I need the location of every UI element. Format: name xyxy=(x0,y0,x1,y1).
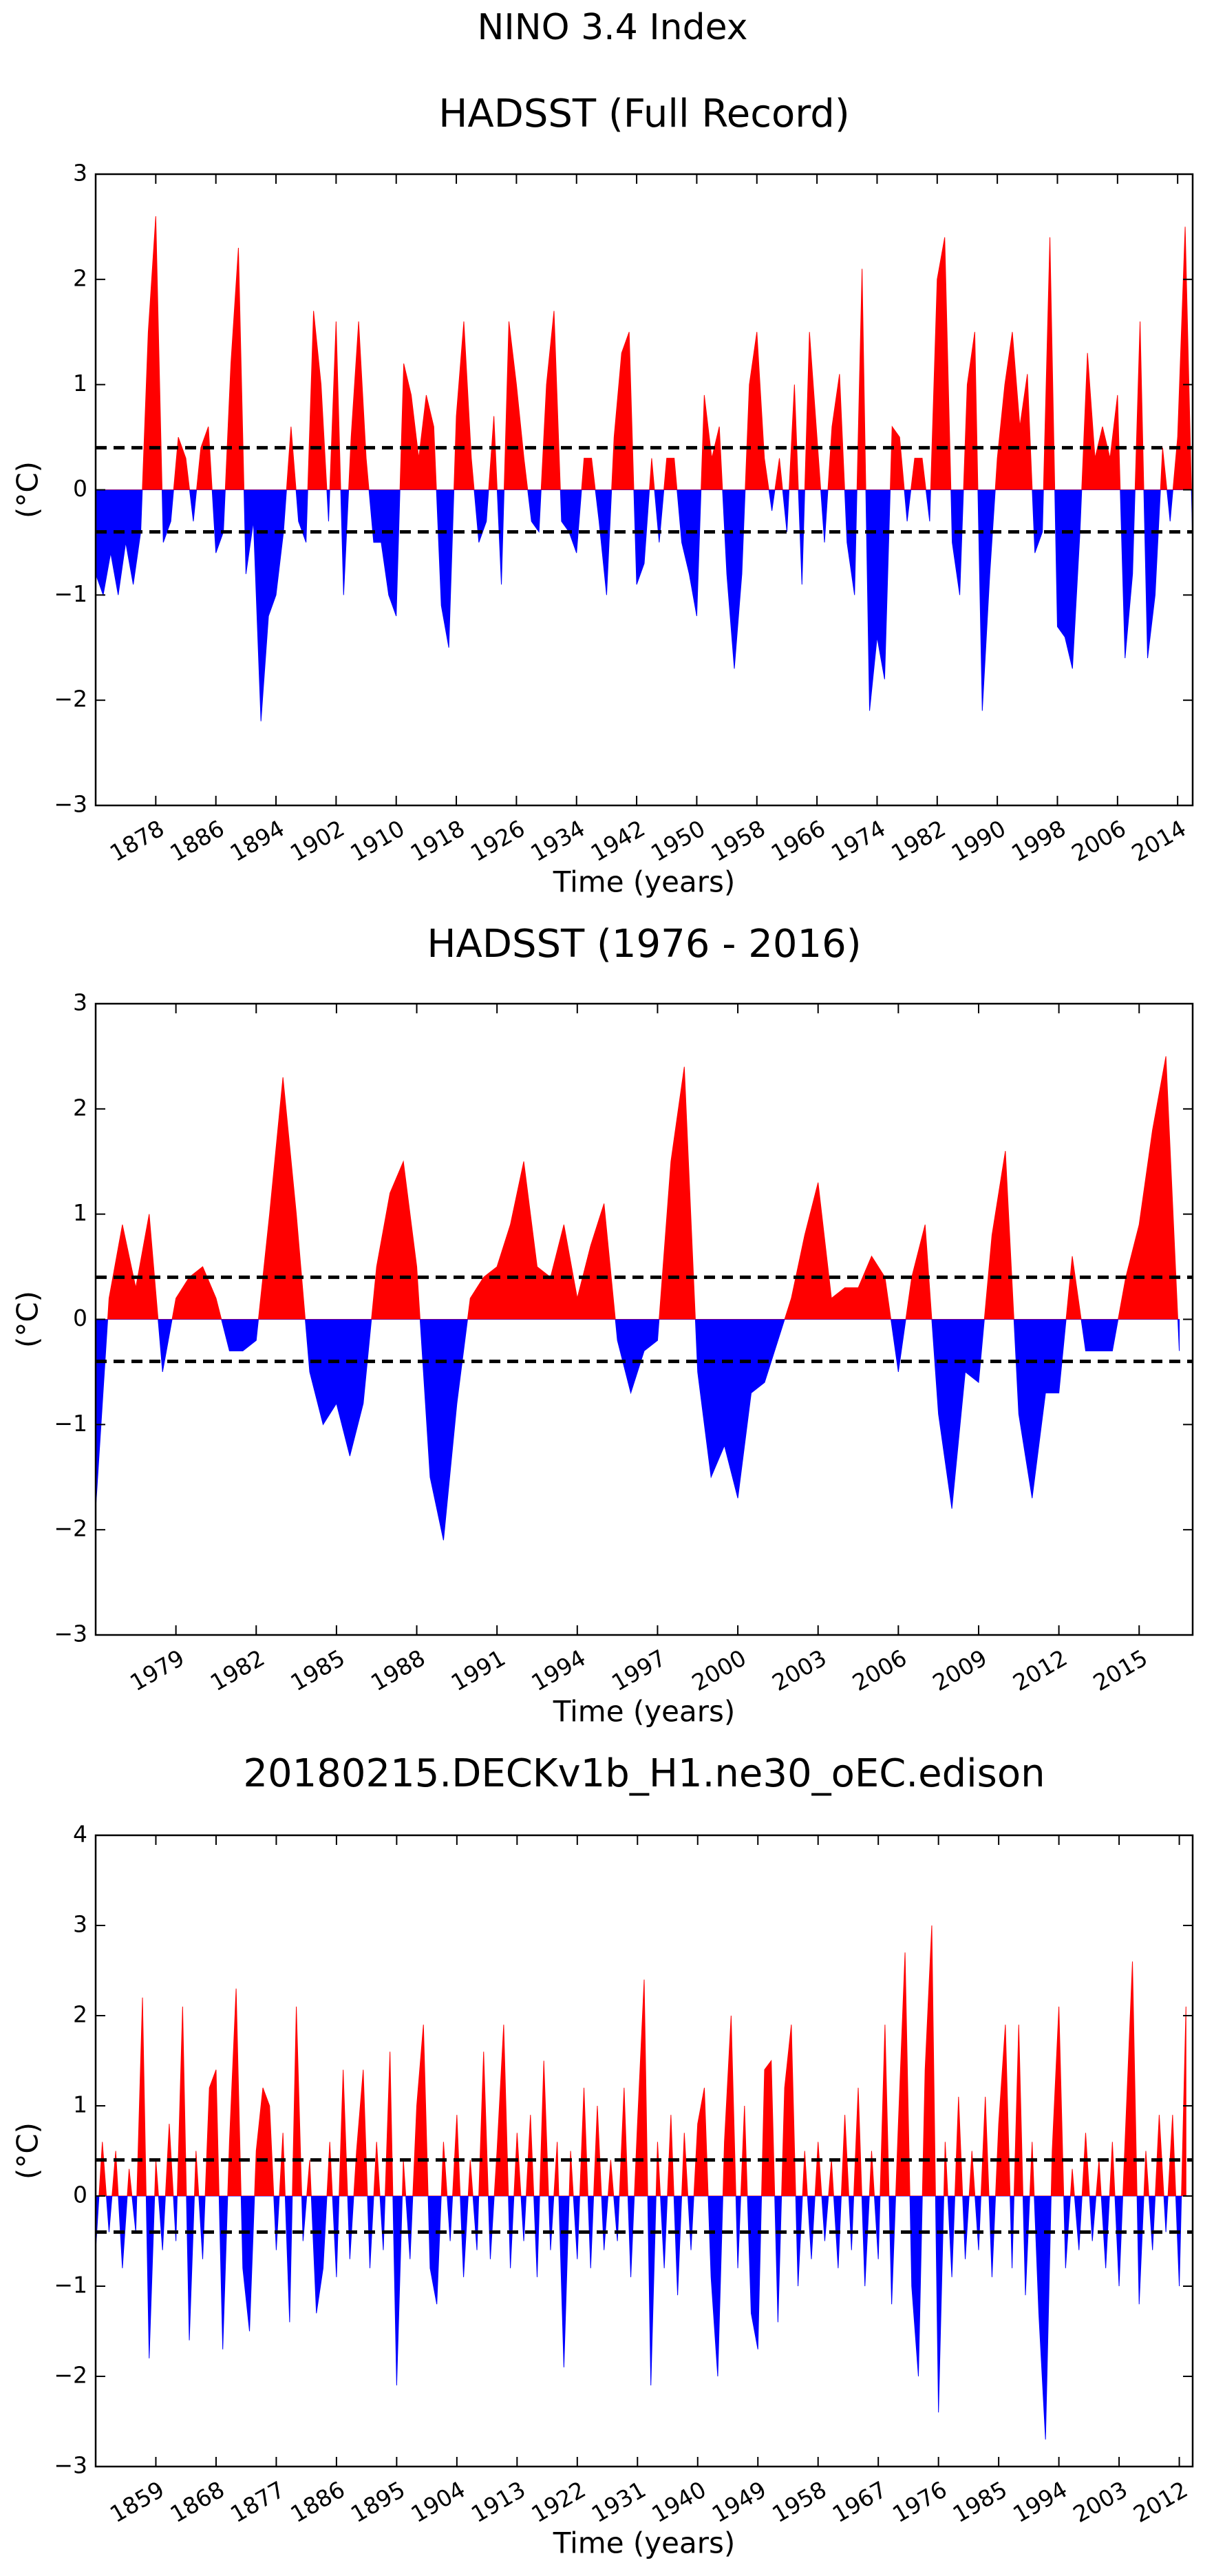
y-axis-label: (°C) xyxy=(11,1291,45,1348)
y-tick-label: 3 xyxy=(73,160,87,187)
x-tick-label: 2000 xyxy=(688,1644,751,1696)
x-tick-label: 1910 xyxy=(345,814,409,867)
y-tick-label: 0 xyxy=(73,1305,87,1331)
x-tick-label: 1931 xyxy=(587,2475,650,2528)
positive-area xyxy=(96,216,1193,490)
y-tick-label: −1 xyxy=(54,2272,87,2299)
positive-area xyxy=(96,1056,1180,1320)
x-tick-label: 1958 xyxy=(706,814,769,867)
x-tick-label: 1982 xyxy=(206,1644,269,1696)
x-tick-label: 1976 xyxy=(888,2475,951,2528)
x-tick-label: 1950 xyxy=(646,814,710,867)
y-axis-label: (°C) xyxy=(11,2122,45,2179)
y-tick-label: −3 xyxy=(54,2452,87,2479)
negative-area xyxy=(96,489,1193,721)
x-tick-label: 1918 xyxy=(406,814,469,867)
y-tick-label: −3 xyxy=(54,791,87,818)
x-tick-label: 1979 xyxy=(125,1644,189,1696)
panel-title: HADSST (1976 - 2016) xyxy=(427,922,861,967)
x-tick-label: 1894 xyxy=(226,814,289,867)
y-tick-label: −2 xyxy=(54,1515,87,1542)
x-tick-label: 1934 xyxy=(526,814,589,867)
x-tick-label: 1886 xyxy=(286,2475,349,2528)
plot-frame xyxy=(94,1834,1194,2468)
y-axis-label: (°C) xyxy=(11,461,45,518)
y-tick-label: −1 xyxy=(54,1410,87,1437)
x-tick-label: 1985 xyxy=(948,2475,1012,2528)
x-tick-label: 1859 xyxy=(105,2475,169,2528)
x-tick-label: 1877 xyxy=(226,2475,289,2528)
y-tick-label: 0 xyxy=(73,475,87,502)
x-tick-label: 2014 xyxy=(1127,814,1191,867)
panel-title: HADSST (Full Record) xyxy=(438,92,849,136)
x-tick-label: 1868 xyxy=(165,2475,228,2528)
y-tick-label: 3 xyxy=(73,1911,87,1938)
y-tick-label: 1 xyxy=(73,1199,87,1226)
y-tick-label: 1 xyxy=(73,2091,87,2118)
x-tick-label: 1958 xyxy=(767,2475,831,2528)
x-tick-label: 1922 xyxy=(526,2475,590,2528)
x-tick-label: 1988 xyxy=(366,1644,429,1696)
x-tick-label: 1913 xyxy=(467,2475,530,2528)
x-tick-label: 1990 xyxy=(947,814,1010,867)
x-tick-label: 2006 xyxy=(848,1644,911,1696)
x-tick-label: 2015 xyxy=(1089,1644,1152,1696)
y-tick-label: 4 xyxy=(73,1821,87,1848)
x-tick-label: 1895 xyxy=(346,2475,409,2528)
x-axis-label: Time (years) xyxy=(553,2526,736,2560)
x-tick-label: 1926 xyxy=(466,814,529,867)
figure-title: NINO 3.4 Index xyxy=(478,7,748,48)
x-tick-label: 2012 xyxy=(1129,2475,1192,2528)
x-tick-label: 1878 xyxy=(105,814,169,867)
x-axis-label: Time (years) xyxy=(553,1695,736,1729)
x-tick-label: 2003 xyxy=(767,1644,831,1696)
x-tick-label: 1991 xyxy=(447,1644,510,1696)
y-tick-label: −1 xyxy=(54,580,87,607)
x-tick-label: 1994 xyxy=(526,1644,590,1696)
x-tick-label: 1966 xyxy=(767,814,830,867)
x-tick-label: 2006 xyxy=(1067,814,1130,867)
y-tick-label: 2 xyxy=(73,2001,87,2028)
negative-area xyxy=(96,2196,1186,2440)
x-tick-label: 1949 xyxy=(707,2475,771,2528)
x-tick-label: 1942 xyxy=(586,814,650,867)
x-tick-label: 1982 xyxy=(886,814,950,867)
y-tick-label: 0 xyxy=(73,2182,87,2208)
x-tick-label: 1886 xyxy=(165,814,228,867)
x-tick-label: 1994 xyxy=(1008,2475,1072,2528)
y-tick-label: 2 xyxy=(73,1094,87,1121)
y-tick-label: 1 xyxy=(73,370,87,397)
panel-title: 20180215.DECKv1b_H1.ne30_oEC.edison xyxy=(243,1751,1045,1796)
y-tick-label: −2 xyxy=(54,2362,87,2389)
x-tick-label: 1997 xyxy=(607,1644,670,1696)
x-tick-label: 1974 xyxy=(827,814,890,867)
x-tick-label: 1967 xyxy=(828,2475,891,2528)
x-tick-label: 1998 xyxy=(1007,814,1070,867)
negative-area xyxy=(96,1319,1180,1541)
y-tick-label: −2 xyxy=(54,686,87,712)
x-tick-label: 2009 xyxy=(928,1644,991,1696)
positive-area xyxy=(96,1925,1186,2196)
x-tick-label: 2012 xyxy=(1008,1644,1072,1696)
x-tick-label: 1985 xyxy=(286,1644,349,1696)
x-tick-label: 1902 xyxy=(286,814,349,867)
y-tick-label: 2 xyxy=(73,264,87,291)
y-tick-label: −3 xyxy=(54,1620,87,1647)
x-axis-label: Time (years) xyxy=(553,865,736,899)
x-tick-label: 1904 xyxy=(406,2475,469,2528)
x-tick-label: 2003 xyxy=(1069,2475,1132,2528)
x-tick-label: 1940 xyxy=(647,2475,710,2528)
y-tick-label: 3 xyxy=(73,989,87,1016)
